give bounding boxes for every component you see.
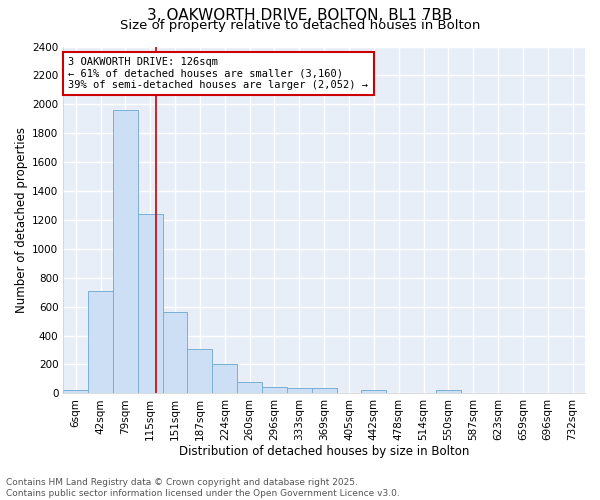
Bar <box>212 364 237 394</box>
Bar <box>187 350 212 394</box>
Text: 3, OAKWORTH DRIVE, BOLTON, BL1 7BB: 3, OAKWORTH DRIVE, BOLTON, BL1 7BB <box>148 8 452 22</box>
Bar <box>287 388 312 394</box>
Bar <box>113 110 138 394</box>
Y-axis label: Number of detached properties: Number of detached properties <box>15 127 28 313</box>
Bar <box>237 382 262 394</box>
Bar <box>262 387 287 394</box>
Text: Size of property relative to detached houses in Bolton: Size of property relative to detached ho… <box>120 19 480 32</box>
Bar <box>163 312 187 394</box>
X-axis label: Distribution of detached houses by size in Bolton: Distribution of detached houses by size … <box>179 444 469 458</box>
Bar <box>361 390 386 394</box>
Bar <box>138 214 163 394</box>
Bar <box>312 388 337 394</box>
Bar <box>63 390 88 394</box>
Text: Contains HM Land Registry data © Crown copyright and database right 2025.
Contai: Contains HM Land Registry data © Crown c… <box>6 478 400 498</box>
Text: 3 OAKWORTH DRIVE: 126sqm
← 61% of detached houses are smaller (3,160)
39% of sem: 3 OAKWORTH DRIVE: 126sqm ← 61% of detach… <box>68 57 368 90</box>
Bar <box>88 290 113 394</box>
Bar <box>436 390 461 394</box>
